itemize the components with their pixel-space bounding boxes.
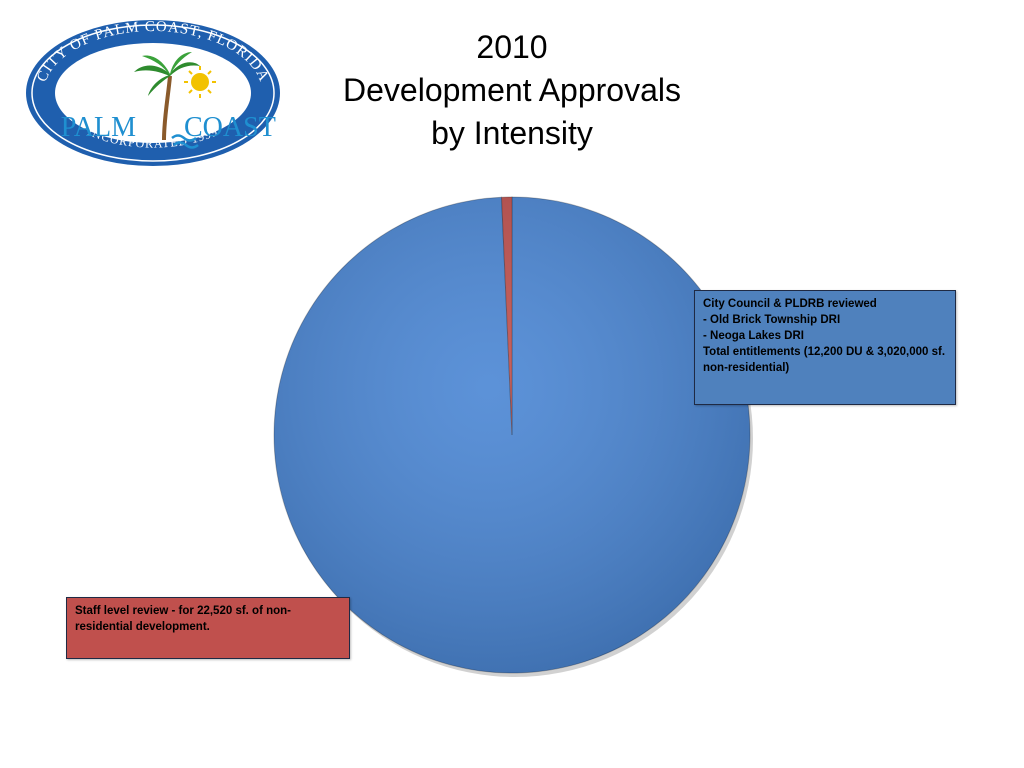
pie-chart — [273, 196, 753, 677]
logo-wordmark-coast: COAST — [184, 112, 276, 143]
callout-staff-review: Staff level review - for 22,520 sf. of n… — [66, 597, 350, 659]
callout-blue-line-3: - Neoga Lakes DRI — [703, 330, 804, 342]
wave-icon — [171, 134, 199, 149]
title-line-2: Development Approvals — [343, 72, 681, 108]
title-line-1: 2010 — [476, 29, 548, 65]
callout-council-review: City Council & PLDRB reviewed - Old Bric… — [694, 290, 956, 405]
logo-wordmark-palm: PALM — [61, 112, 136, 143]
palm-tree-icon — [134, 52, 200, 141]
callout-blue-line-1: City Council & PLDRB reviewed — [703, 298, 877, 310]
callout-blue-line-2: - Old Brick Township DRI — [703, 314, 841, 326]
slide-title: 2010 Development Approvals by Intensity — [262, 26, 762, 155]
pie-shading — [274, 197, 750, 673]
callout-red-line-1: Staff level review - for 22,520 sf. of n… — [75, 605, 292, 633]
sun-icon — [184, 66, 216, 98]
seal-ring-line — [31, 24, 275, 162]
title-line-3: by Intensity — [431, 115, 593, 151]
city-seal-logo: CITY OF PALM COAST, FLORIDA INCORPORATED… — [26, 19, 280, 166]
callout-blue-line-4: Total entitlements (12,200 DU & 3,020,00… — [703, 346, 946, 374]
seal-inner — [55, 43, 251, 143]
